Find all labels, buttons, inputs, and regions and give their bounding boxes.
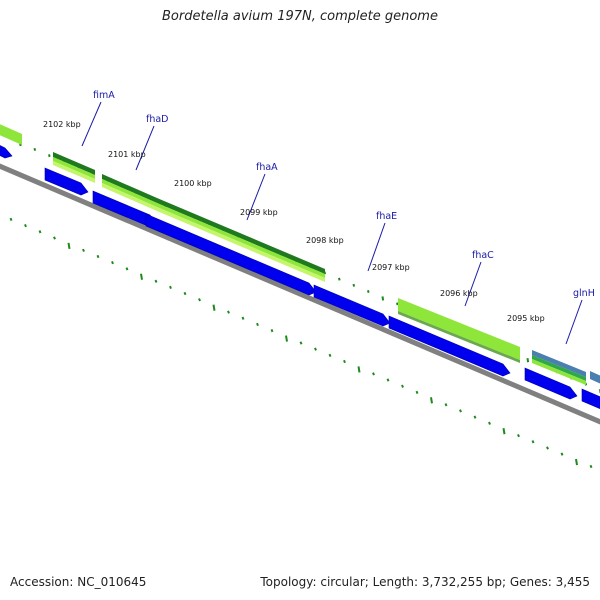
tick-labels: 2102 kbp 2101 kbp 2100 kbp 2099 kbp 2098 kbp…: [43, 120, 545, 323]
tick-label: 2096 kbp: [440, 289, 478, 298]
tick-label: 2099 kbp: [240, 208, 278, 217]
gc-segment: [532, 350, 586, 385]
gene-label-fhad: fhaD: [146, 114, 169, 125]
inner-tick: [546, 446, 549, 450]
cds-arrow: [44, 167, 89, 196]
genome-backbone: [0, 163, 600, 425]
inner-tick: [198, 298, 201, 302]
gene-labels: fimA fhaD fhaA fhaE fhaC glnH: [93, 90, 595, 299]
inner-tick: [357, 366, 361, 373]
inner-tick-dots: [9, 217, 593, 469]
inner-tick: [299, 341, 303, 345]
tick-label: 2102 kbp: [43, 120, 81, 129]
inner-tick: [502, 428, 506, 435]
inner-tick: [53, 236, 56, 240]
inner-tick: [386, 378, 390, 382]
cds-track: [0, 145, 600, 410]
inner-tick: [285, 335, 288, 342]
gc-segment: [590, 371, 600, 384]
gc-segment: [398, 298, 520, 363]
inner-tick: [560, 452, 564, 456]
inner-tick: [314, 347, 317, 351]
inner-tick: [96, 254, 100, 259]
gc-segment: [53, 152, 95, 183]
inner-tick: [575, 458, 578, 466]
outer-tick: [367, 290, 370, 293]
gene-label-fima: fimA: [93, 90, 115, 101]
inner-tick: [24, 223, 27, 228]
gc-segment: [157, 198, 325, 282]
accession-label: Accession: NC_010645: [10, 575, 147, 589]
inner-tick: [154, 279, 158, 283]
inner-tick: [38, 230, 42, 234]
tick-label: 2097 kbp: [372, 263, 410, 272]
inner-tick: [328, 353, 332, 357]
inner-tick: [343, 359, 346, 364]
tick-label: 2101 kbp: [108, 150, 146, 159]
inner-tick: [531, 440, 535, 444]
inner-tick: [227, 310, 230, 314]
inner-tick: [212, 304, 216, 311]
map-title: Bordetella avium 197N, complete genome: [162, 9, 438, 24]
outer-tick: [526, 358, 530, 363]
cds-arrow: [145, 213, 317, 296]
cds-arrow: [0, 145, 13, 159]
gene-leader: [246, 173, 266, 221]
outer-tick: [396, 302, 399, 306]
inner-tick: [9, 217, 13, 222]
inner-tick: [415, 390, 419, 395]
inner-tick: [111, 261, 114, 265]
inner-tick: [270, 328, 274, 333]
inner-tick: [444, 403, 448, 407]
outer-tick: [352, 283, 356, 287]
gene-leader-lines: [81, 101, 583, 345]
inner-tick: [401, 384, 404, 388]
outer-tick: [381, 296, 385, 301]
inner-tick: [67, 242, 71, 250]
inner-tick: [430, 397, 433, 404]
gene-leader: [464, 261, 482, 307]
inner-tick: [517, 434, 520, 438]
tick-label: 2098 kbp: [306, 236, 344, 245]
gene-leader: [81, 101, 102, 147]
gene-label-fhae: fhaE: [376, 211, 397, 222]
cds-arrow: [313, 284, 391, 327]
inner-tick: [256, 322, 259, 327]
inner-tick: [169, 285, 172, 289]
tick-label: 2095 kbp: [507, 314, 545, 323]
inner-tick: [125, 267, 129, 271]
inner-tick: [488, 421, 491, 425]
gc-segment: [102, 174, 157, 211]
cds-arrow: [388, 315, 511, 377]
cds-arrow: [581, 388, 600, 410]
gc-content-track: [0, 124, 600, 385]
inner-tick: [372, 372, 375, 376]
gene-label-fhaa: fhaA: [256, 162, 278, 173]
outer-tick: [33, 147, 37, 151]
outer-tick: [48, 154, 51, 158]
outer-tick: [338, 277, 341, 281]
inner-tick: [473, 415, 477, 419]
gene-leader: [565, 299, 583, 345]
gene-label-glnh: glnH: [573, 288, 595, 299]
gene-leader: [367, 222, 386, 272]
inner-tick: [183, 291, 187, 296]
gene-leader: [135, 125, 155, 171]
inner-tick: [140, 273, 143, 280]
gc-segment: [0, 124, 22, 145]
inner-tick: [82, 248, 85, 252]
genome-summary: Topology: circular; Length: 3,732,255 bp…: [260, 575, 590, 589]
cds-arrow: [524, 367, 578, 400]
tick-label: 2100 kbp: [174, 179, 212, 188]
inner-tick: [459, 409, 462, 413]
inner-tick: [589, 464, 593, 469]
inner-tick: [241, 316, 245, 320]
gene-label-fhac: fhaC: [472, 250, 494, 261]
